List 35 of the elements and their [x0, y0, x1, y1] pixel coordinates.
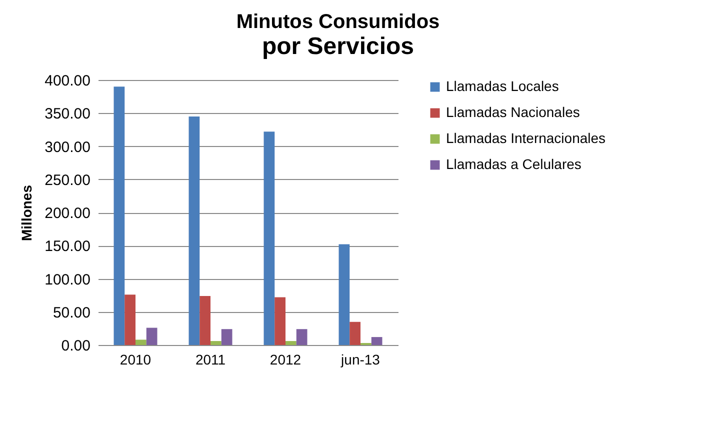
y-tick-label: 250.00	[44, 172, 90, 189]
y-tick-label: 50.00	[52, 304, 90, 322]
y-axis-title: Millones	[18, 184, 35, 242]
chart-title: Minutos Consumidos	[236, 11, 440, 33]
bar	[296, 329, 308, 345]
legend-label: Llamadas Nacionales	[446, 104, 580, 120]
bar	[264, 132, 275, 345]
y-tick-label: 150.00	[44, 238, 90, 256]
bar	[114, 86, 125, 345]
bar	[350, 322, 360, 345]
bar	[124, 294, 136, 345]
y-tick-label: 300.00	[44, 138, 90, 156]
legend-label: Llamadas Locales	[446, 78, 559, 94]
chart-subtitle: por Servicios	[262, 33, 414, 60]
x-tick-label: 2011	[195, 352, 226, 368]
y-tick-label: 350.00	[44, 106, 90, 123]
y-tick-label: 0.00	[61, 338, 90, 354]
x-tick-label: 2012	[270, 352, 302, 368]
bar	[221, 329, 232, 345]
y-tick-label: 400.00	[44, 72, 90, 90]
bar	[274, 297, 286, 345]
x-tick-label: 2010	[120, 352, 152, 368]
bar	[338, 244, 350, 345]
y-tick-label: 100.00	[44, 271, 90, 288]
legend-label: Llamadas Internacionales	[446, 130, 606, 146]
bar	[146, 328, 158, 345]
bar	[210, 341, 222, 345]
bar	[200, 296, 210, 345]
bar	[286, 341, 296, 345]
legend-label: Llamadas a Celulares	[446, 156, 582, 172]
bar	[136, 340, 146, 345]
bar	[188, 116, 200, 345]
bar	[371, 337, 382, 345]
x-tick-label: jun-13	[340, 352, 380, 368]
y-tick-label: 200.00	[44, 205, 90, 222]
